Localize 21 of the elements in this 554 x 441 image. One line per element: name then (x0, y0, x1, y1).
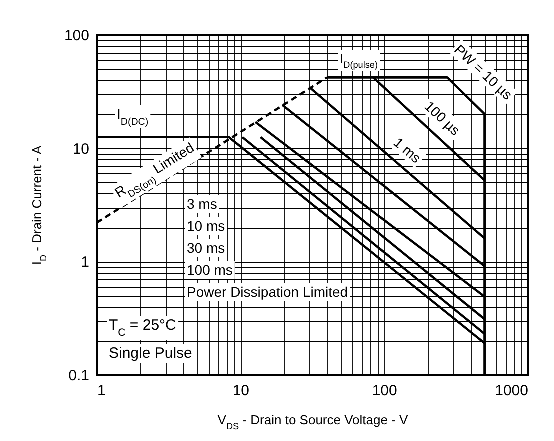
annotation: 10 ms (187, 218, 226, 234)
annotation: Single Pulse (109, 345, 192, 362)
y-tick-label: 10 (72, 140, 90, 158)
x-tick-label: 1 (98, 382, 106, 400)
x-axis-title: V$_{DS}$ - Drain to Source Voltage - V (218, 412, 409, 432)
x-tick-label: 10 (232, 382, 250, 400)
annotation: 100 ms (187, 262, 233, 278)
x-tick-label: 100 (372, 382, 398, 400)
annotation: I$_{D(pulse)}$ (340, 51, 378, 70)
annotation: 100 µs (422, 98, 464, 139)
annotation: Power Dissipation Limited (187, 284, 348, 300)
y-tick-label: 1 (81, 254, 90, 272)
y-tick-label: 100 (64, 28, 90, 44)
annotation: PW = 10 µs (452, 42, 516, 104)
x-tick-label: 1000 (495, 382, 528, 400)
annotation: 30 ms (187, 240, 226, 256)
y-tick-label: 0.1 (68, 368, 90, 384)
annotation: 3 ms (187, 196, 218, 212)
annotation: T$_{C}$ = 25°C (109, 317, 177, 339)
annotation: 1 ms (390, 134, 424, 166)
annotation: I$_{D(DC)}$ (117, 106, 149, 128)
